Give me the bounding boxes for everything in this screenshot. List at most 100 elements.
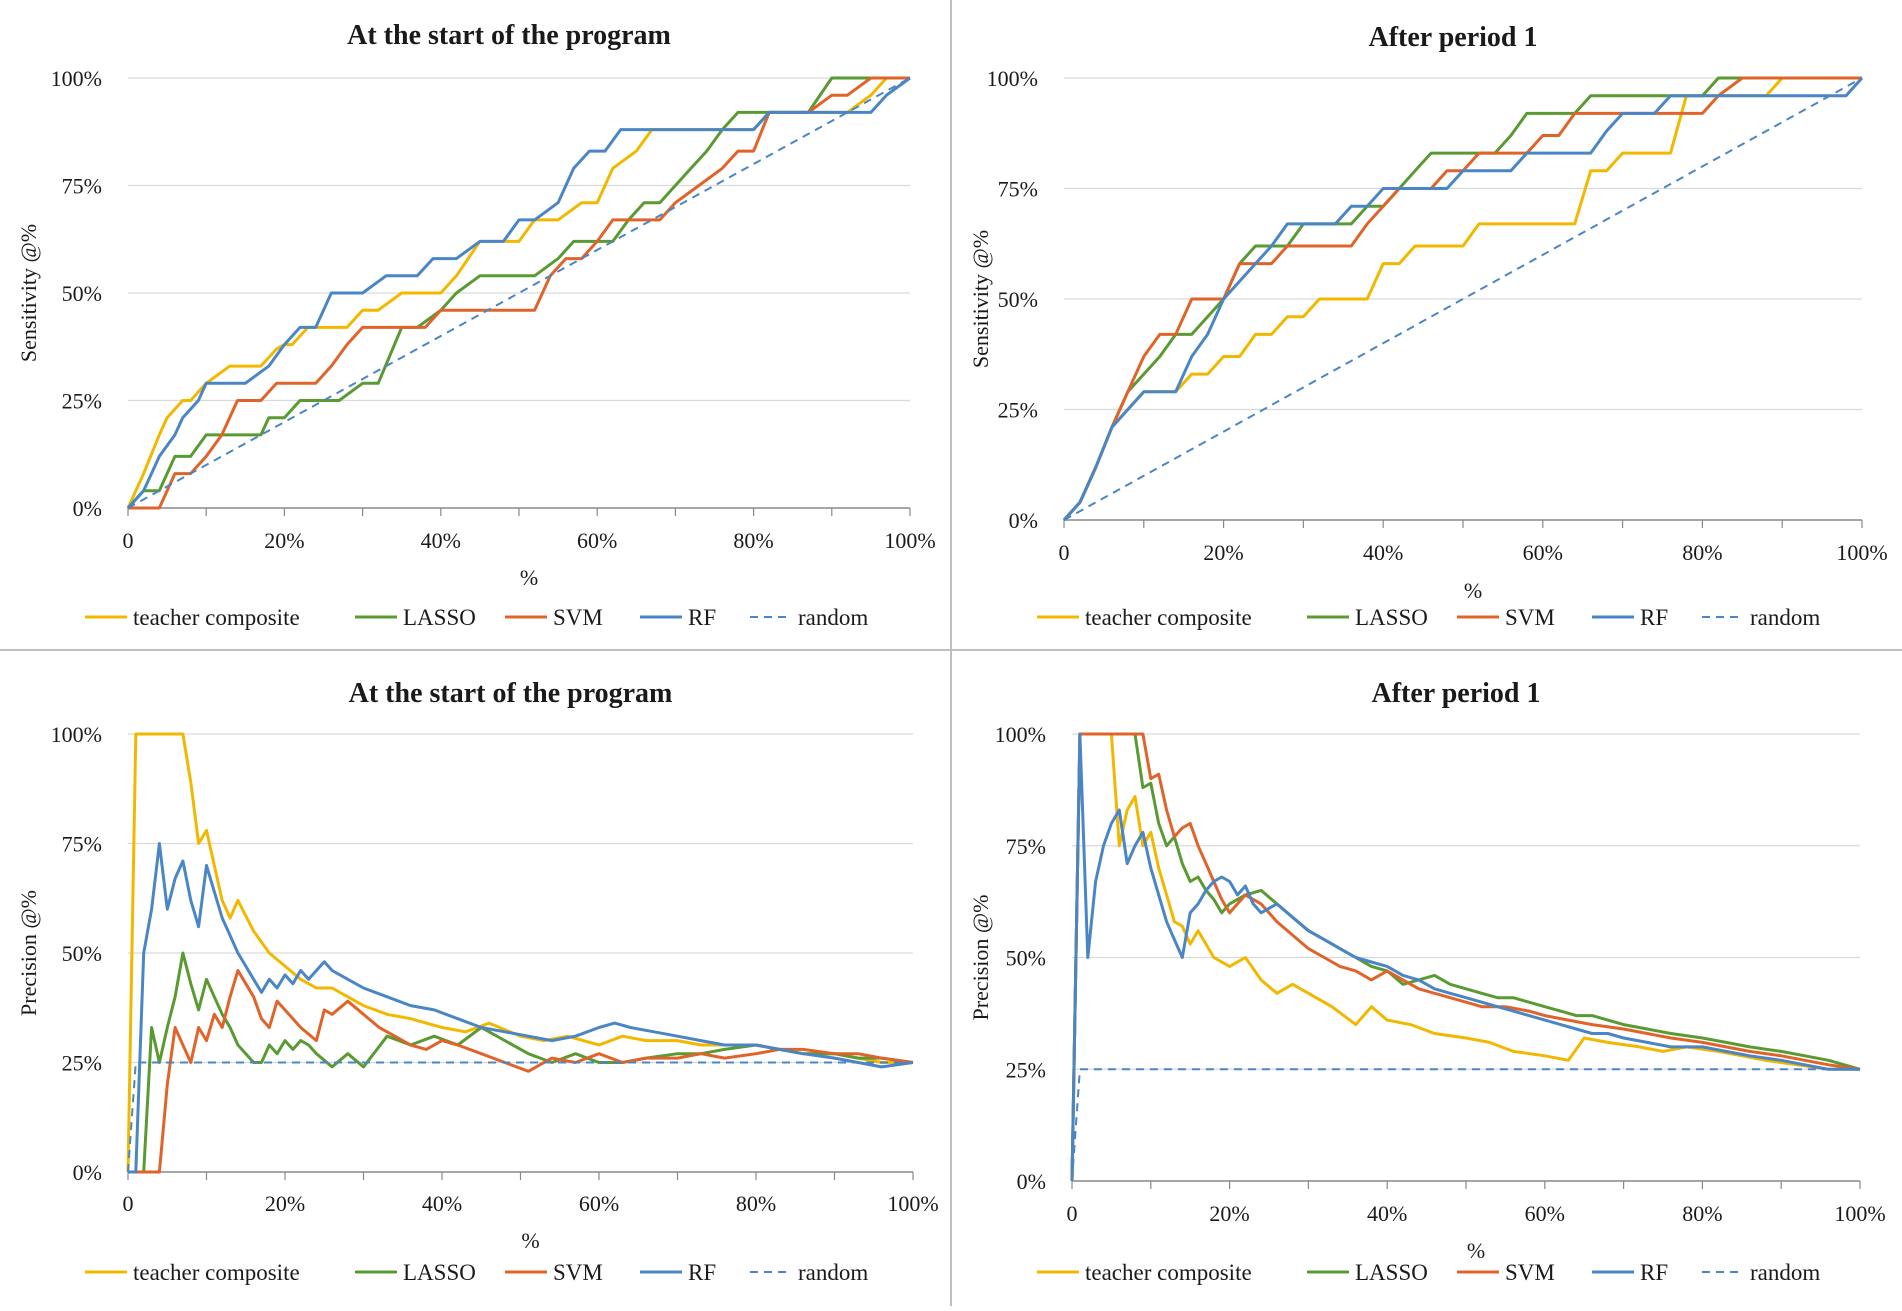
series-line-random [127, 1061, 913, 1173]
chart-start-sensitivity: At the start of the program 0% 25% 50% 75% 10… [16, 20, 936, 630]
x-tick-label: 60% [1525, 1201, 1565, 1226]
legend-label: random [1750, 1260, 1820, 1285]
legend-label: SVM [553, 1260, 603, 1285]
x-tick-label: 40% [1363, 540, 1403, 565]
y-tick-label: 75% [62, 832, 102, 857]
y-tick-label: 100% [51, 66, 102, 91]
y-tick-label: 25% [62, 389, 102, 414]
legend-label: teacher composite [1085, 605, 1252, 630]
x-tick-label: 0 [123, 528, 134, 553]
legend: teacher composite LASSO SVM RF random [85, 1260, 868, 1285]
x-axis-label: % [520, 565, 538, 590]
chart-start-precision: At the start of the program 0% 25% 50% 75% 10… [16, 678, 939, 1285]
x-tick-label: 40% [421, 528, 461, 553]
y-tick-label: 75% [998, 177, 1038, 202]
legend-label: RF [1640, 1260, 1668, 1285]
y-axis-label: Sensitivity @% [16, 224, 41, 362]
y-tick-label: 50% [62, 941, 102, 966]
y-tick-label: 100% [995, 722, 1046, 747]
legend: teacher composite LASSO SVM RF random [1037, 605, 1820, 630]
x-axis-label: % [521, 1228, 539, 1253]
y-tick-label: 25% [998, 398, 1038, 423]
legend-label: RF [1640, 605, 1668, 630]
series-line-teacher-composite [1070, 732, 1860, 1182]
panel-divider-vertical [950, 0, 952, 1306]
x-tick-label: 100% [887, 1191, 938, 1216]
panel-start-sensitivity: At the start of the program 0% 25% 50% 75% 10… [0, 0, 950, 649]
y-tick-label: 75% [62, 174, 102, 199]
panel-period1-precision: After period 1 0% 25% 50% 75% 100% 0 20% 40% 60% 8… [952, 651, 1902, 1306]
legend-label: SVM [553, 605, 603, 630]
y-axis-label: Precision @% [968, 895, 993, 1021]
x-tick-label: 100% [1834, 1201, 1885, 1226]
legend-label: LASSO [1355, 605, 1428, 630]
y-tick-label: 50% [1006, 946, 1046, 971]
x-axis-label: % [1464, 578, 1482, 603]
legend-label: LASSO [403, 1260, 476, 1285]
chart-title: After period 1 [1369, 22, 1538, 53]
x-tick-label: 100% [884, 528, 935, 553]
y-tick-label: 0% [73, 1160, 102, 1185]
series-line-svm [128, 76, 910, 510]
legend-label: RF [688, 605, 716, 630]
x-tick-label: 60% [577, 528, 617, 553]
series-line-rf [1062, 76, 1864, 522]
y-tick-label: 100% [987, 66, 1038, 91]
chart-title: After period 1 [1372, 678, 1541, 709]
legend-label: random [798, 605, 868, 630]
x-tick-label: 0 [1059, 540, 1070, 565]
x-tick-label: 20% [1209, 1201, 1249, 1226]
legend-label: teacher composite [133, 605, 300, 630]
series-line-lasso [126, 76, 910, 510]
legend: teacher composite LASSO SVM RF random [85, 605, 868, 630]
series-line-random [127, 77, 911, 509]
panel-divider-horizontal [0, 649, 1902, 651]
series-line-svm [1062, 76, 1862, 522]
x-tick-label: 80% [1682, 1201, 1722, 1226]
x-tick-label: 0 [123, 1191, 134, 1216]
x-tick-label: 0 [1067, 1201, 1078, 1226]
legend-label: teacher composite [1085, 1260, 1252, 1285]
legend-label: random [1750, 605, 1820, 630]
y-axis-label: Precision @% [16, 890, 41, 1016]
series-line-svm [1070, 732, 1861, 1182]
chart-title: At the start of the program [349, 678, 673, 709]
series-line-svm [128, 969, 914, 1174]
legend-label: LASSO [1355, 1260, 1428, 1285]
chart-title: At the start of the program [347, 20, 671, 51]
x-axis-label: % [1467, 1238, 1485, 1263]
y-tick-label: 75% [1006, 834, 1046, 859]
y-tick-label: 0% [1009, 508, 1038, 533]
x-tick-label: 40% [1367, 1201, 1407, 1226]
x-tick-label: 20% [1203, 540, 1243, 565]
y-tick-label: 50% [998, 287, 1038, 312]
y-tick-label: 100% [51, 722, 102, 747]
series-line-rf [128, 842, 914, 1174]
series-line-rf [126, 76, 911, 510]
y-tick-label: 25% [62, 1051, 102, 1076]
legend-label: teacher composite [133, 1260, 300, 1285]
y-tick-label: 0% [1017, 1169, 1046, 1194]
chart-period1-sensitivity: After period 1 0% 25% 50% 75% 100% 0 20% 40% 60% 8… [968, 22, 1888, 630]
x-tick-label: 20% [264, 528, 304, 553]
y-axis-label: Sensitivity @% [968, 230, 993, 368]
x-tick-label: 80% [733, 528, 773, 553]
legend-label: SVM [1505, 1260, 1555, 1285]
x-tick-label: 80% [1682, 540, 1722, 565]
x-tick-label: 80% [736, 1191, 776, 1216]
series-line-random [1071, 1068, 1860, 1182]
panel-period1-sensitivity: After period 1 0% 25% 50% 75% 100% 0 20% 40% 60% 8… [952, 0, 1902, 649]
series-line-rf [1070, 732, 1860, 1182]
x-tick-label: 60% [579, 1191, 619, 1216]
panel-start-precision: At the start of the program 0% 25% 50% 75% 10… [0, 651, 950, 1306]
y-tick-label: 0% [73, 496, 102, 521]
y-tick-label: 25% [1006, 1057, 1046, 1082]
x-tick-label: 60% [1523, 540, 1563, 565]
legend-label: SVM [1505, 605, 1555, 630]
x-tick-label: 100% [1836, 540, 1887, 565]
x-tick-label: 40% [422, 1191, 462, 1216]
x-tick-label: 20% [265, 1191, 305, 1216]
legend-label: random [798, 1260, 868, 1285]
chart-period1-precision: After period 1 0% 25% 50% 75% 100% 0 20% 40% 60% 8… [968, 678, 1886, 1285]
